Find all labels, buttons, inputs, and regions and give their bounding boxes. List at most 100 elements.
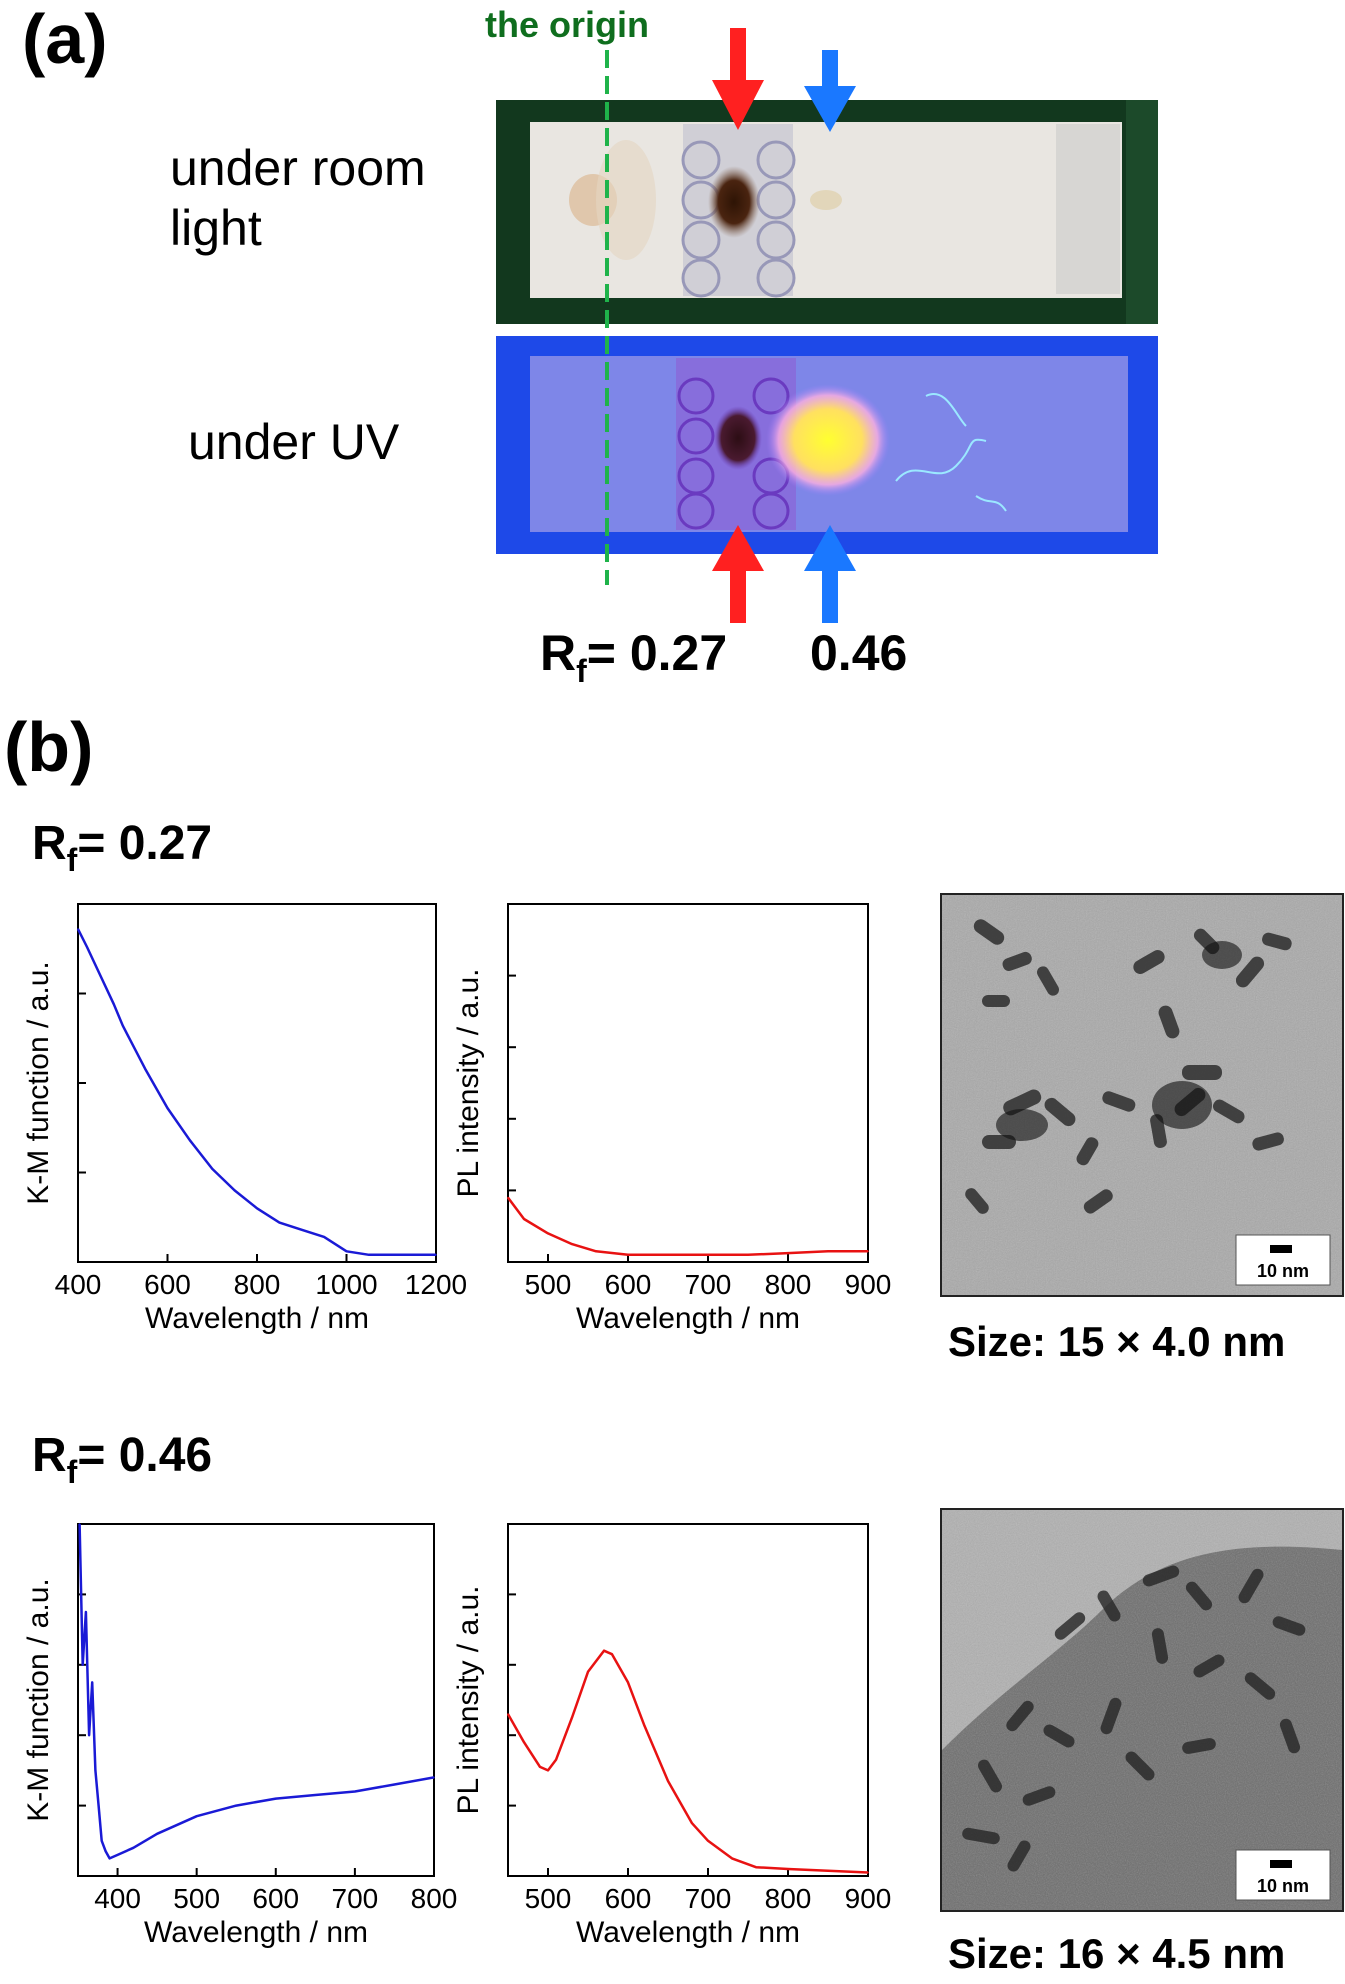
x-tick-label: 500 [525,1883,572,1914]
km-chart-rf-046: 400 500 600 700 800 Wavelength / nm K-M functi… [22,1523,458,1949]
room-light-label: under room light [170,140,426,256]
red-arrow-up-icon [712,525,764,623]
tem-image-rf-027: 10 nm [940,893,1344,1297]
x-tick-label: 600 [144,1269,191,1300]
data-point [233,1189,236,1192]
x-tick-label: 800 [765,1269,812,1300]
data-point [827,1250,829,1253]
y-axis-label: K-M function / a.u. [22,961,55,1204]
data-point [587,1671,589,1673]
data-point [867,1871,869,1874]
data-point [368,1254,370,1256]
data-point [393,1783,396,1786]
row2-rf-heading: Rf= 0.46 [32,1429,213,1490]
rf-prefix: R [540,625,577,681]
rf-value: = 0.27 [77,817,213,870]
x-tick-label: 1000 [315,1269,377,1300]
data-point [144,1067,146,1070]
pl-chart-rf-046: 500 600 700 800 900 Wavelength / nm PL intensi… [452,1523,891,1949]
origin-dashed-line [605,50,609,585]
x-tick-label: 600 [605,1883,652,1914]
data-point [256,1207,258,1210]
rf-label-0-27: Rf= 0.27 [540,628,727,687]
uv-label: under UV [188,414,400,470]
data-point [523,1218,525,1220]
x-axis-label: Wavelength / nm [576,1302,800,1335]
blue-arrow-up-icon [804,525,856,623]
tem-scalebar-label: 10 nm [1257,1261,1309,1281]
data-point [99,974,102,977]
pl-chart-rf-027: 500 600 700 800 900 Wavelength / nm PL intensi… [452,903,892,1335]
data-point [547,1769,549,1772]
tlc-plate-uv [496,336,1158,554]
x-tick-label: 500 [525,1269,572,1300]
data-point [603,1649,605,1652]
x-tick-label: 800 [234,1269,281,1300]
data-point [100,1840,103,1842]
tem-micrograph: 10 nm [942,895,1342,1295]
data-point [539,1766,541,1768]
data-point [627,1254,629,1256]
data-point [787,1868,789,1870]
rf-subscript: f [576,653,587,689]
data-point [354,1790,356,1793]
data-point [121,1024,124,1027]
data-point [523,1741,525,1744]
x-tick-label: 400 [55,1269,102,1300]
x-tick-label: 900 [845,1269,892,1300]
rf-value: = 0.46 [77,1429,213,1482]
data-point [827,1869,829,1872]
data-point [507,1196,509,1199]
data-point [433,1776,435,1779]
data-point [77,928,79,930]
data-point [113,1003,115,1006]
x-tick-label: 500 [173,1883,220,1914]
rf-subscript: f [66,1454,78,1490]
data-point [412,1254,415,1256]
data-point [91,1681,94,1684]
x-tick-label: 600 [605,1269,652,1300]
y-axis-label: PL intensity / a.u. [452,968,485,1197]
y-axis-label: K-M function / a.u. [22,1578,55,1821]
data-point [274,1797,277,1800]
km-chart-rf-027: 400 600 800 1000 1200 Wavelength / nm K-M func… [22,903,467,1335]
data-point [595,1250,597,1253]
data-point [104,1850,107,1853]
x-axis-label: Wavelength / nm [576,1916,800,1949]
tem-micrograph: 10 nm [942,1510,1342,1910]
data-point [132,1847,135,1849]
x-tick-label: 600 [252,1883,299,1914]
data-point [390,1254,393,1256]
data-point [85,1611,87,1613]
rf-prefix: R [32,817,67,870]
data-point [571,1243,573,1245]
data-point [86,946,88,948]
data-point [156,1832,158,1835]
data-point [571,1716,573,1719]
rf-subscript: f [66,842,78,878]
data-point [189,1139,191,1142]
data-point [667,1780,669,1782]
x-tick-label: 800 [411,1883,458,1914]
data-point [235,1804,238,1807]
plot-frame [507,1523,869,1877]
y-axis-label: PL intensity / a.u. [452,1585,485,1814]
data-point [707,1840,709,1842]
data-point [81,1664,84,1666]
data-point [787,1252,789,1254]
data-point [691,1822,693,1824]
x-tick-label: 700 [685,1269,732,1300]
row1-rf-heading: Rf= 0.27 [32,817,213,878]
data-point [507,1713,509,1715]
rf-label-0-46: 0.46 [810,625,908,681]
plot-frame [507,903,869,1263]
data-point [435,1254,437,1256]
data-point [108,1857,111,1860]
data-point [94,1769,97,1772]
data-point [867,1250,869,1253]
red-arrow-down-icon [712,28,764,130]
series-line [76,928,436,1257]
data-point [211,1168,214,1170]
x-tick-label: 700 [332,1883,379,1914]
data-point [88,1734,90,1736]
